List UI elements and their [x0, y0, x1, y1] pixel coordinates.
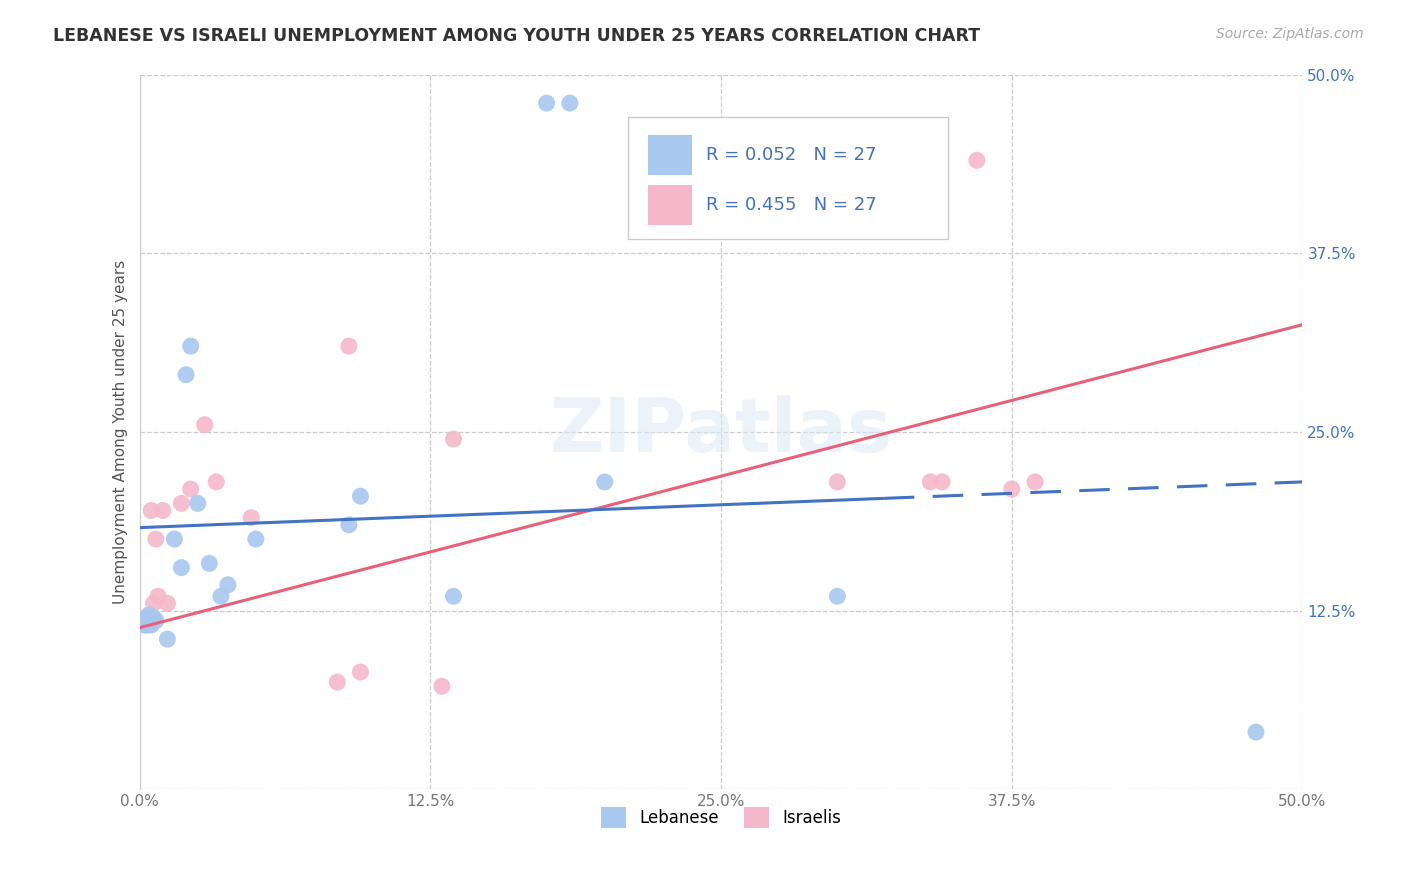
- Point: [142, 610, 165, 624]
- Point: [827, 589, 849, 603]
- Point: [135, 610, 157, 624]
- Point: [152, 503, 174, 517]
- Point: [187, 496, 209, 510]
- Bar: [648, 186, 692, 225]
- Point: [194, 417, 217, 432]
- Point: [558, 96, 581, 111]
- Point: [145, 614, 167, 628]
- Point: [205, 475, 228, 489]
- Point: [138, 614, 160, 628]
- Point: [1024, 475, 1046, 489]
- Point: [141, 503, 163, 517]
- Point: [1001, 482, 1024, 496]
- Point: [217, 578, 239, 592]
- Point: [135, 617, 157, 632]
- Point: [536, 96, 558, 111]
- Point: [141, 617, 163, 632]
- Point: [145, 532, 167, 546]
- Point: [138, 617, 160, 632]
- Point: [134, 617, 156, 632]
- Legend: Lebanese, Israelis: Lebanese, Israelis: [595, 801, 848, 835]
- Point: [966, 153, 988, 168]
- Point: [827, 475, 849, 489]
- Point: [198, 557, 221, 571]
- Point: [180, 339, 202, 353]
- Point: [163, 532, 186, 546]
- Point: [156, 596, 179, 610]
- Point: [593, 475, 616, 489]
- Point: [920, 475, 942, 489]
- Point: [326, 675, 349, 690]
- Bar: [648, 136, 692, 175]
- Point: [138, 607, 160, 622]
- Text: R = 0.052   N = 27: R = 0.052 N = 27: [706, 145, 876, 163]
- Y-axis label: Unemployment Among Youth under 25 years: Unemployment Among Youth under 25 years: [114, 260, 128, 604]
- Point: [240, 510, 263, 524]
- Point: [146, 589, 169, 603]
- Point: [141, 617, 163, 632]
- Point: [135, 617, 157, 632]
- Point: [209, 589, 232, 603]
- Point: [349, 489, 371, 503]
- Text: ZIPatlas: ZIPatlas: [550, 395, 893, 468]
- Point: [349, 665, 371, 679]
- Point: [1244, 725, 1267, 739]
- Point: [156, 632, 179, 647]
- Point: [931, 475, 953, 489]
- Point: [443, 589, 465, 603]
- Point: [134, 617, 156, 632]
- Point: [170, 560, 193, 574]
- Point: [142, 596, 165, 610]
- Point: [174, 368, 197, 382]
- Point: [135, 610, 157, 624]
- Point: [141, 610, 163, 624]
- Text: Source: ZipAtlas.com: Source: ZipAtlas.com: [1216, 27, 1364, 41]
- Point: [443, 432, 465, 446]
- Point: [337, 517, 360, 532]
- Point: [337, 339, 360, 353]
- Text: R = 0.455   N = 27: R = 0.455 N = 27: [706, 195, 877, 213]
- Point: [180, 482, 202, 496]
- Point: [430, 679, 453, 693]
- Point: [245, 532, 267, 546]
- Point: [170, 496, 193, 510]
- FancyBboxPatch shape: [628, 118, 948, 239]
- Text: LEBANESE VS ISRAELI UNEMPLOYMENT AMONG YOUTH UNDER 25 YEARS CORRELATION CHART: LEBANESE VS ISRAELI UNEMPLOYMENT AMONG Y…: [53, 27, 980, 45]
